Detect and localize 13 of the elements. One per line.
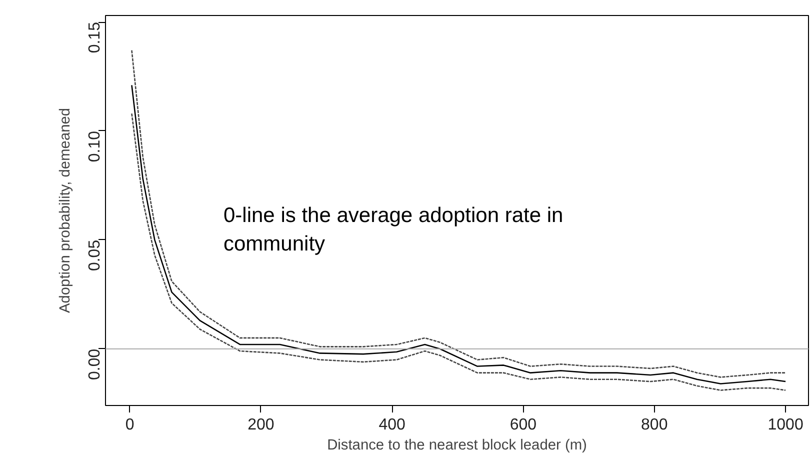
x-tick-label: 600 <box>510 416 537 434</box>
x-tick-label: 200 <box>248 416 274 434</box>
x-tick-label: 1000 <box>768 416 804 434</box>
annotation: 0-line is the average adoption rate in community <box>224 204 564 256</box>
y-tick-label: 0.10 <box>86 130 104 162</box>
x-tick-label: 0 <box>125 416 134 434</box>
y-tick-label: 0.15 <box>86 22 104 54</box>
y-tick-label: 0.00 <box>86 348 104 380</box>
x-tick-label: 400 <box>378 416 406 434</box>
x-tick-label: 800 <box>641 416 668 434</box>
x-axis-title: Distance to the nearest block leader (m) <box>327 438 587 454</box>
y-axis-title: Adoption probability, demeaned <box>58 108 74 314</box>
y-tick-label: 0.05 <box>86 240 104 272</box>
